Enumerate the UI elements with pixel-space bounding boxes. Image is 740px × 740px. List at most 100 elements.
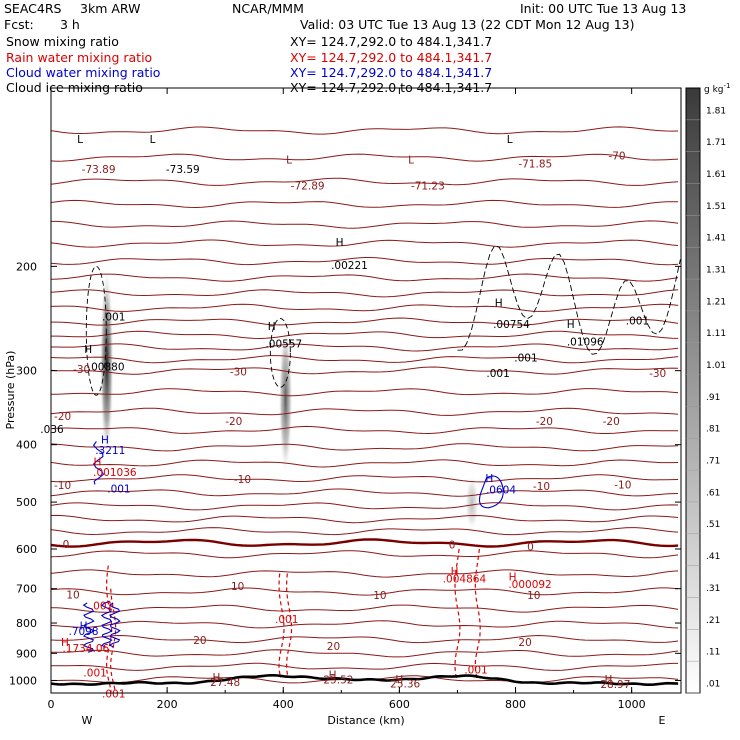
isotherm xyxy=(51,527,679,536)
experiment-label: SEAC4RS xyxy=(4,1,62,16)
extremum-label: H xyxy=(336,237,344,249)
extremum-label: H xyxy=(101,434,109,446)
isotherm-label: -70 xyxy=(608,151,625,163)
colorbar-label: 1.31 xyxy=(706,266,726,276)
init-time: Init: 00 UTC Tue 13 Aug 13 xyxy=(520,1,687,16)
colorbar-label: 1.01 xyxy=(706,361,726,371)
y-tick-label: 500 xyxy=(16,496,37,509)
extremum-label: .001 xyxy=(626,316,649,328)
colorbar: g kg-1 1.811.711.611.511.411.311.211.111… xyxy=(685,82,730,694)
extremum-label: L xyxy=(77,134,83,146)
isotherm-label: -30 xyxy=(230,367,247,379)
isotherm xyxy=(51,330,679,340)
cloud-water-contour xyxy=(92,441,105,485)
x-axis-west-label: W xyxy=(82,714,93,727)
cloud-ice-contour xyxy=(269,318,291,388)
cloud-water-contour xyxy=(478,475,504,509)
isotherm-label: -20 xyxy=(603,416,620,428)
isotherm xyxy=(51,355,679,364)
isotherm xyxy=(51,604,679,613)
isotherm-label: 20 xyxy=(193,635,206,647)
colorbar-label: .91 xyxy=(706,393,720,403)
isotherm-label: 10 xyxy=(231,581,244,593)
extremum-label: 25.36 xyxy=(390,679,420,691)
isotherm xyxy=(51,443,679,452)
extremum-label: L xyxy=(408,154,414,166)
isotherm-label: 0 xyxy=(63,539,70,551)
y-axis-title: Pressure (hPa) xyxy=(4,351,17,430)
extremum-label: H xyxy=(567,319,575,331)
extremum-label: .001 xyxy=(83,667,106,679)
extremum-label: .01096 xyxy=(567,337,604,349)
colorbar-label: .61 xyxy=(706,488,720,498)
extremum-label: H xyxy=(84,344,92,356)
isotherm xyxy=(51,569,679,578)
extremum-label: .1734.06 xyxy=(62,643,109,655)
extremum-label: .000092 xyxy=(508,579,551,591)
center-label: NCAR/MMM xyxy=(232,1,304,16)
isotherm-label: 20 xyxy=(327,641,340,653)
colorbar-label: 1.51 xyxy=(706,202,726,212)
colorbar-label: .51 xyxy=(706,520,720,530)
extremum-label: .001 xyxy=(102,688,125,700)
x-tick-label: 600 xyxy=(389,698,410,711)
colorbar-label: .01 xyxy=(706,679,720,689)
model-label: 3km ARW xyxy=(80,1,141,16)
isotherm xyxy=(51,620,679,629)
y-tick-label: 300 xyxy=(16,365,37,378)
field-cloudwater-name: Cloud water mixing ratio xyxy=(6,65,161,80)
temperature-contours xyxy=(51,126,679,684)
snow-shading-layer xyxy=(99,266,479,532)
rain-contour xyxy=(109,588,117,692)
isotherm xyxy=(51,126,679,135)
rain-contour xyxy=(474,548,481,679)
snow-shade-column xyxy=(278,323,293,475)
extremum-label: .001 xyxy=(90,600,113,612)
forecast-hour: 3 h xyxy=(60,17,80,32)
axes: 0 200 400 600 800 100020030040050060070080090… xyxy=(9,88,681,711)
isotherm xyxy=(51,239,679,248)
field-rain-xy: XY= 124.7,292.0 to 484.1,341.7 xyxy=(290,50,493,65)
isotherm-label: 0 xyxy=(449,540,456,552)
extremum-label: H xyxy=(268,321,276,333)
field-rain-name: Rain water mixing ratio xyxy=(6,50,153,65)
zero-isotherm xyxy=(51,538,679,548)
cloud-water-contour xyxy=(100,600,113,648)
colorbar-label: .71 xyxy=(706,457,720,467)
isotherm xyxy=(51,289,679,298)
extremum-label: -73.59 xyxy=(166,164,200,176)
colorbar-tick-labels: 1.81 1.71 1.61 1.51 1.41 1.31 1.21 1.11 1.01 .91.… xyxy=(686,106,726,694)
isotherm xyxy=(51,407,679,416)
isotherm xyxy=(51,257,679,266)
isotherm xyxy=(51,502,679,511)
extremum-label: -71.23 xyxy=(411,180,445,192)
colorbar-label: 1.61 xyxy=(706,170,726,180)
colorbar-label: 1.11 xyxy=(706,329,726,339)
colorbar-label: .31 xyxy=(706,584,720,594)
isotherm xyxy=(51,343,679,352)
extremum-label: .001 xyxy=(107,483,130,495)
y-tick-label: 200 xyxy=(16,260,37,273)
y-tick-label: 400 xyxy=(16,439,37,452)
forecast-label: Fcst: xyxy=(4,17,34,32)
isotherm-label: -20 xyxy=(225,416,242,428)
extremum-label: .00880 xyxy=(88,361,125,373)
isotherm xyxy=(51,587,679,596)
isotherm xyxy=(51,273,679,282)
x-tick-label: 1000 xyxy=(618,698,646,711)
terrain-surface xyxy=(51,674,679,686)
extremum-label: .001 xyxy=(486,368,509,380)
isotherm-label: -30 xyxy=(649,368,666,380)
extremum-label: H xyxy=(604,674,612,686)
isotherm xyxy=(51,649,679,658)
rain-contour xyxy=(285,573,293,679)
extremum-label: H xyxy=(213,672,221,684)
isotherm xyxy=(51,514,679,524)
isotherm-label: -10 xyxy=(614,480,631,492)
field-snow-xy: XY= 124.7,292.0 to 484.1,341.7 xyxy=(290,34,493,49)
extremum-label: L xyxy=(286,154,292,166)
field-cloudwater-xy: XY= 124.7,292.0 to 484.1,341.7 xyxy=(290,65,493,80)
isotherm-label: -10 xyxy=(54,480,71,492)
extremum-label: -73.89 xyxy=(82,164,116,176)
